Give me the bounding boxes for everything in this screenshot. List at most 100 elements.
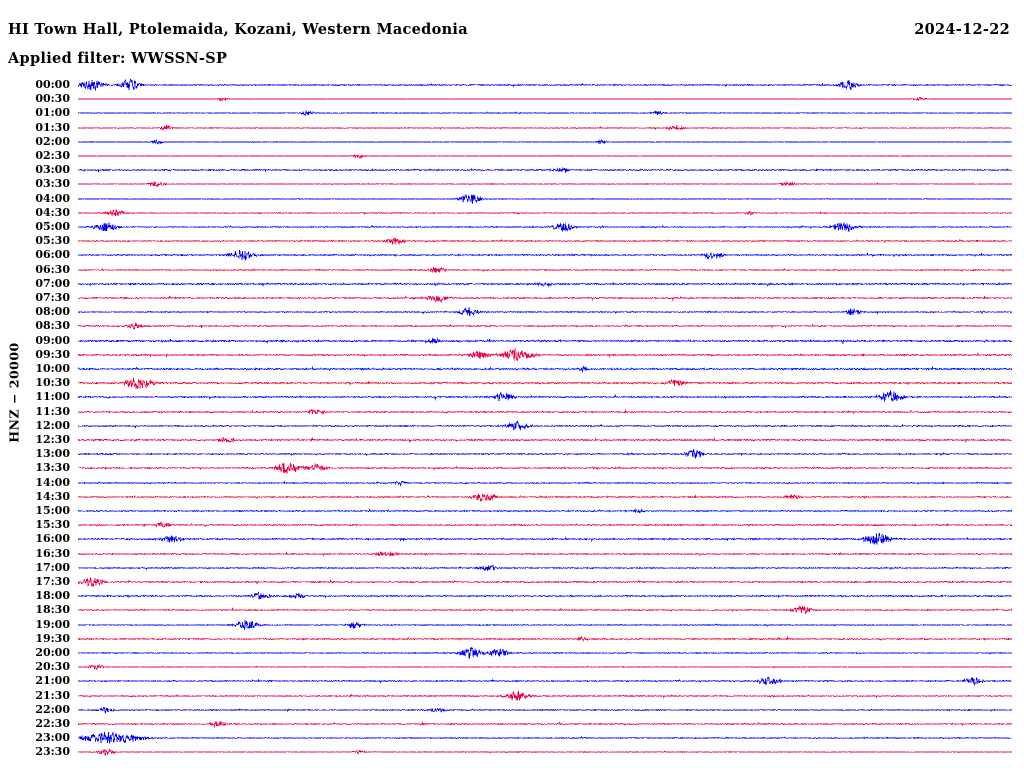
seismic-trace (78, 110, 1012, 117)
time-axis-tick-label: 05:30 (35, 234, 70, 248)
time-axis-tick-label: 14:00 (35, 475, 70, 489)
seismic-trace (78, 521, 1012, 528)
time-axis-tick-label: 10:30 (35, 376, 70, 390)
seismic-trace (78, 193, 1012, 204)
trace-row: 17:30 (0, 575, 1024, 589)
seismic-trace (78, 166, 1012, 174)
seismic-trace (78, 322, 1012, 331)
seismic-trace (78, 250, 1012, 261)
time-axis-tick-label: 22:00 (35, 702, 70, 716)
time-axis-tick-label: 15:00 (35, 504, 70, 517)
time-axis-tick-label: 00:30 (35, 92, 70, 106)
time-axis-tick-label: 17:30 (35, 575, 70, 588)
trace-row: 11:00 (0, 390, 1024, 404)
seismic-trace (78, 532, 1012, 546)
trace-row: 01:30 (0, 121, 1024, 135)
time-axis-tick-label: 00:00 (35, 78, 70, 91)
trace-row: 19:00 (0, 618, 1024, 632)
time-axis-tick-label: 18:00 (35, 589, 70, 603)
time-axis-tick-label: 04:30 (35, 205, 70, 219)
seismic-trace (78, 180, 1012, 188)
trace-row: 00:30 (0, 92, 1024, 106)
trace-row: 16:00 (0, 532, 1024, 546)
seismic-trace (78, 550, 1012, 557)
seismic-trace (78, 706, 1012, 714)
seismic-trace (78, 266, 1012, 273)
seismic-trace (78, 408, 1012, 415)
seismic-trace (78, 635, 1012, 642)
trace-row: 10:30 (0, 376, 1024, 390)
seismic-trace (78, 138, 1012, 145)
seismic-trace (78, 492, 1012, 502)
time-axis-tick-label: 02:30 (35, 149, 70, 162)
time-axis-tick-label: 21:00 (35, 674, 70, 688)
time-axis-tick-label: 13:30 (35, 461, 70, 475)
seismic-trace (78, 564, 1012, 572)
trace-row: 02:00 (0, 135, 1024, 149)
trace-row: 17:00 (0, 561, 1024, 575)
trace-row: 07:30 (0, 291, 1024, 305)
trace-row: 09:00 (0, 334, 1024, 348)
seismic-trace (78, 577, 1012, 588)
trace-row: 02:30 (0, 149, 1024, 163)
time-axis-tick-label: 06:00 (35, 248, 70, 262)
trace-row: 13:00 (0, 447, 1024, 461)
trace-row: 18:30 (0, 603, 1024, 617)
trace-row: 06:30 (0, 263, 1024, 277)
trace-row: 23:00 (0, 731, 1024, 745)
time-axis-tick-label: 08:30 (35, 319, 70, 333)
trace-row: 12:00 (0, 419, 1024, 433)
trace-row: 14:00 (0, 476, 1024, 490)
trace-row: 22:00 (0, 703, 1024, 717)
time-axis-tick-label: 04:00 (35, 191, 70, 205)
trace-row: 05:30 (0, 234, 1024, 248)
trace-row: 00:00 (0, 78, 1024, 92)
seismic-trace (78, 337, 1012, 345)
time-axis-tick-label: 20:00 (35, 646, 70, 659)
seismic-trace (78, 124, 1012, 131)
seismic-trace (78, 508, 1012, 514)
trace-row: 15:00 (0, 504, 1024, 518)
trace-row: 08:30 (0, 319, 1024, 333)
time-axis-tick-label: 15:30 (35, 518, 70, 532)
seismic-trace (78, 281, 1012, 288)
trace-row: 04:00 (0, 192, 1024, 206)
time-axis-tick-label: 13:00 (35, 447, 70, 461)
time-axis-tick-label: 06:30 (35, 262, 70, 276)
seismic-trace (78, 605, 1012, 616)
trace-row: 22:30 (0, 717, 1024, 731)
seismic-trace (78, 720, 1012, 728)
time-axis-tick-label: 12:00 (35, 418, 70, 432)
time-axis-tick-label: 14:30 (35, 489, 70, 503)
time-axis-tick-label: 19:30 (35, 631, 70, 645)
time-axis-tick-label: 05:00 (35, 220, 70, 233)
page-title: HI Town Hall, Ptolemaida, Kozani, Wester… (8, 21, 468, 38)
trace-row: 16:30 (0, 547, 1024, 561)
seismic-trace (78, 619, 1012, 630)
trace-row: 11:30 (0, 405, 1024, 419)
trace-row: 09:30 (0, 348, 1024, 362)
seismic-trace (78, 295, 1012, 304)
time-axis-tick-label: 07:00 (35, 276, 70, 290)
time-axis-tick-label: 03:00 (35, 163, 70, 177)
time-axis-tick-label: 03:30 (35, 177, 70, 191)
helicorder-plot: 00:00 00:30 01:00 01:30 02:00 02:30 03:00 03:30… (0, 78, 1024, 773)
seismic-trace (78, 436, 1012, 444)
seismic-trace (78, 420, 1012, 431)
time-axis-tick-label: 23:00 (35, 731, 70, 745)
trace-row: 14:30 (0, 490, 1024, 504)
seismic-trace (78, 307, 1012, 317)
recording-date: 2024-12-22 (914, 21, 1010, 38)
seismic-trace (78, 480, 1012, 487)
time-axis-tick-label: 12:30 (35, 433, 70, 446)
time-axis-tick-label: 10:00 (35, 362, 70, 375)
time-axis-tick-label: 08:00 (35, 305, 70, 319)
trace-row: 07:00 (0, 277, 1024, 291)
trace-row: 12:30 (0, 433, 1024, 447)
trace-row: 20:30 (0, 660, 1024, 674)
trace-row: 08:00 (0, 305, 1024, 319)
time-axis-tick-label: 07:30 (35, 291, 70, 304)
trace-row: 13:30 (0, 461, 1024, 475)
time-axis-tick-label: 02:00 (35, 134, 70, 148)
trace-row: 19:30 (0, 632, 1024, 646)
